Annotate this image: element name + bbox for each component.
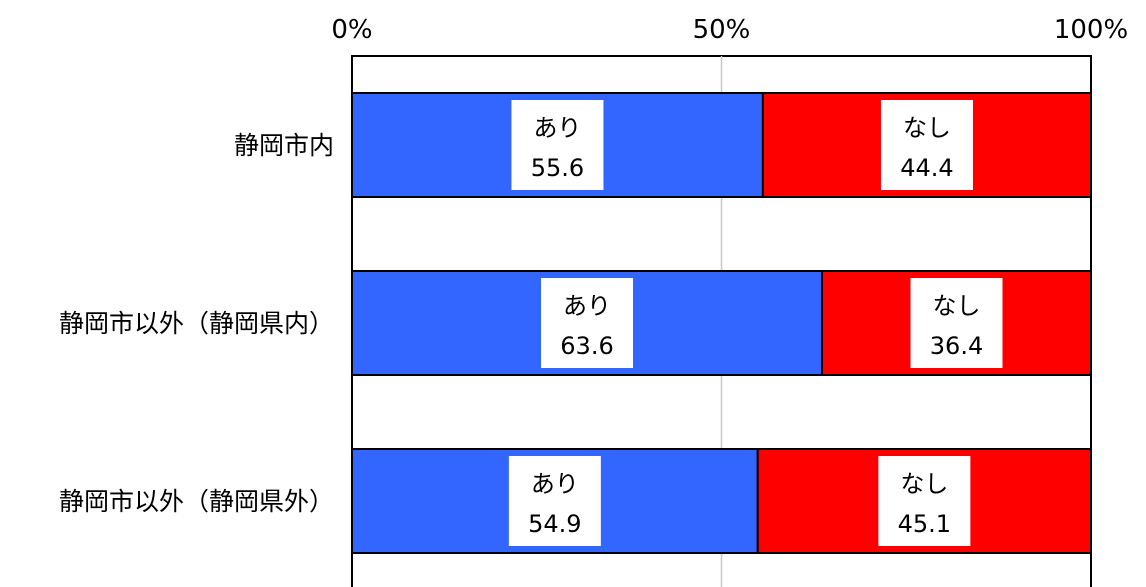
- data-label-box: [508, 456, 601, 546]
- data-label-value: 54.9: [528, 510, 581, 538]
- data-label-series-name: なし: [903, 114, 951, 142]
- data-label-box: [511, 100, 604, 190]
- data-label-value: 36.4: [930, 332, 983, 360]
- data-label-box: [880, 100, 973, 190]
- data-label-series-name: あり: [533, 114, 581, 142]
- data-label-series-name: あり: [563, 292, 611, 320]
- data-label-series-name: あり: [531, 470, 579, 498]
- data-label-value: 63.6: [560, 332, 613, 360]
- x-tick-label: 100%: [1054, 15, 1128, 45]
- data-label-series-name: なし: [933, 292, 981, 320]
- x-tick-label: 50%: [693, 15, 751, 45]
- data-label-value: 45.1: [898, 510, 951, 538]
- data-label-box: [878, 456, 971, 546]
- x-tick-label: 0%: [331, 15, 372, 45]
- data-label-series-name: なし: [900, 470, 948, 498]
- data-label-value: 44.4: [900, 154, 953, 182]
- category-label: 静岡市以外（静岡県内）: [59, 309, 334, 338]
- category-label: 静岡市以外（静岡県外）: [59, 487, 334, 516]
- data-label-box: [910, 278, 1003, 368]
- data-label-value: 55.6: [531, 154, 584, 182]
- category-label: 静岡市内: [234, 131, 334, 160]
- data-label-box: [541, 278, 634, 368]
